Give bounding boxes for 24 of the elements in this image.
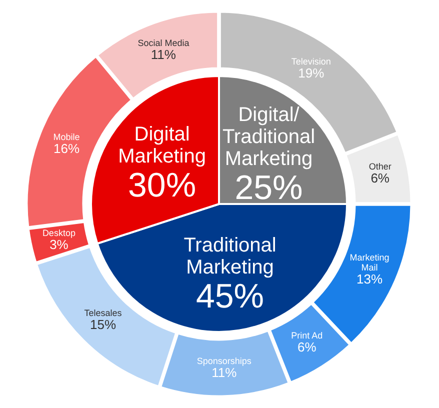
slice-label: Print Ad — [291, 330, 323, 341]
slice-label: Television — [291, 56, 331, 67]
slice-label: Sponsorships — [196, 356, 252, 366]
slice-label: Telesales — [84, 308, 122, 318]
data-label: 6% — [297, 340, 317, 355]
slice-label: Digital/ Traditional Marketing — [222, 104, 316, 170]
data-label: 6% — [370, 170, 390, 186]
slice-label: Mobile — [53, 132, 80, 142]
data-label: 3% — [50, 236, 69, 252]
data-label: 19% — [298, 66, 325, 81]
slice-label: Other — [368, 161, 392, 172]
data-label: 15% — [90, 317, 116, 332]
data-label: 45% — [196, 278, 264, 316]
data-label: 11% — [212, 365, 238, 380]
slice-label: Digital Marketing — [118, 124, 206, 168]
data-label: 25% — [234, 169, 303, 208]
slice-label: Desktop — [42, 228, 76, 238]
slice-label: Marketing Mail — [350, 252, 390, 272]
slice-label: Traditional Marketing — [184, 234, 276, 279]
data-label: 11% — [150, 46, 176, 62]
data-label: 16% — [54, 140, 80, 156]
data-label: 30% — [128, 166, 196, 205]
data-label: 13% — [356, 271, 383, 286]
slice-label: Social Media — [138, 38, 190, 48]
